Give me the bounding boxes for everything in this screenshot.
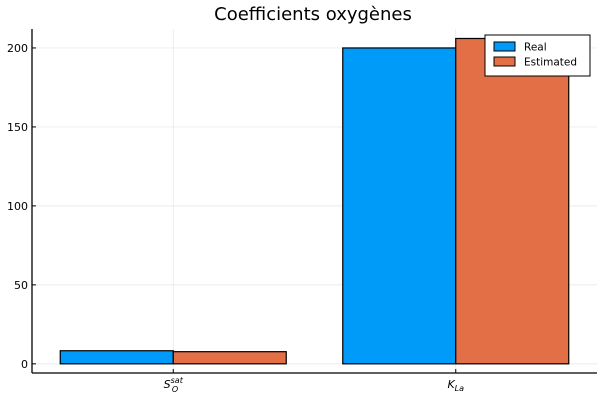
chart-title: Coefficients oxygènes bbox=[214, 4, 412, 25]
legend-label: Real bbox=[524, 42, 547, 54]
legend-box bbox=[484, 34, 591, 77]
bar bbox=[455, 37, 570, 365]
bar bbox=[342, 47, 457, 365]
y-tick-label: 50 bbox=[14, 279, 28, 292]
bar bbox=[172, 351, 287, 365]
legend-swatch bbox=[493, 41, 516, 52]
y-tick-label: 200 bbox=[7, 42, 28, 55]
y-tick-label: 100 bbox=[7, 200, 28, 213]
axes: 0 50 100 150 200 Ssat O KLa bbox=[7, 29, 597, 394]
y-tick-label: 0 bbox=[21, 358, 28, 371]
bars bbox=[59, 37, 570, 365]
legend-swatch bbox=[493, 56, 516, 67]
y-tick-label: 150 bbox=[7, 121, 28, 134]
legend-label: Estimated bbox=[524, 57, 577, 69]
bar bbox=[59, 350, 174, 365]
x-tick-label: KLa bbox=[447, 378, 464, 393]
x-tick-label: Ssat O bbox=[164, 376, 184, 394]
legend: Real Estimated bbox=[484, 34, 591, 77]
